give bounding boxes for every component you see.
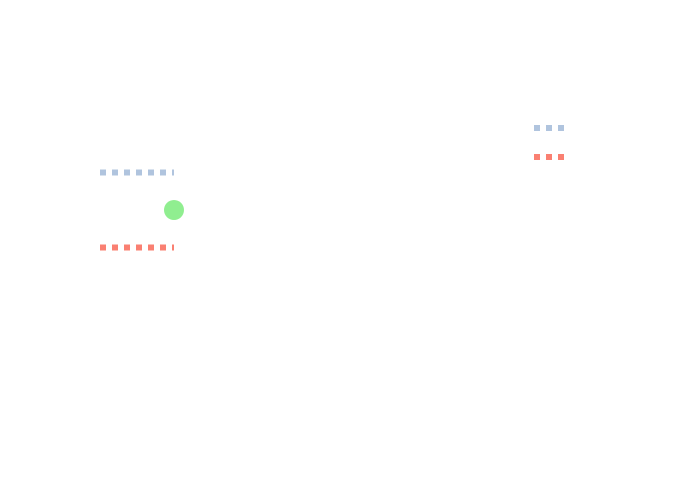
legend bbox=[534, 125, 566, 160]
series-layer bbox=[100, 169, 184, 251]
scatter-point bbox=[164, 200, 184, 220]
